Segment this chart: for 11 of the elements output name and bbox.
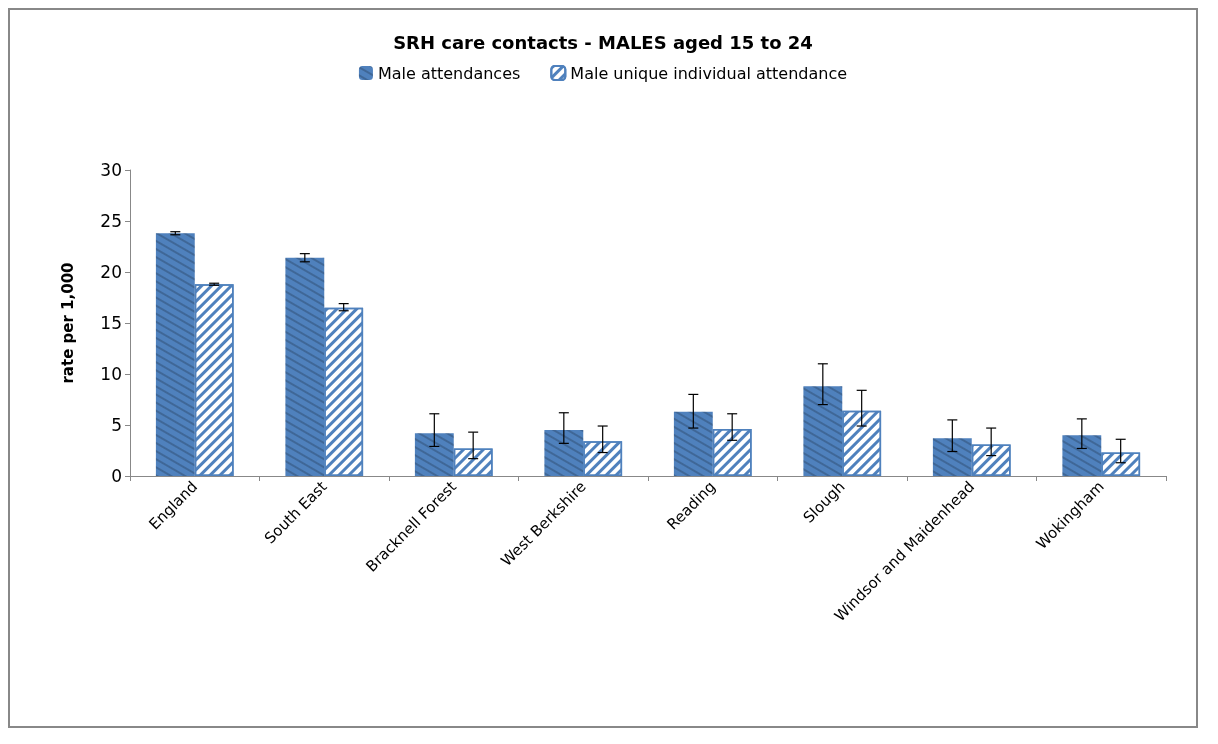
- y-tick-label: 10: [100, 364, 122, 384]
- legend-label: Male attendances: [377, 63, 521, 83]
- y-tick-label: 30: [100, 160, 122, 180]
- y-tick-label: 15: [100, 313, 122, 333]
- y-tick-label: 5: [111, 415, 122, 435]
- y-tick-label: 25: [100, 211, 122, 231]
- y-axis-title: rate per 1,000: [58, 262, 77, 384]
- y-tick-label: 0: [111, 466, 122, 486]
- chart-title: SRH care contacts - MALES aged 15 to 24: [393, 31, 813, 53]
- legend-label: Male unique individual attendance: [570, 63, 848, 83]
- y-tick-label: 20: [100, 262, 122, 282]
